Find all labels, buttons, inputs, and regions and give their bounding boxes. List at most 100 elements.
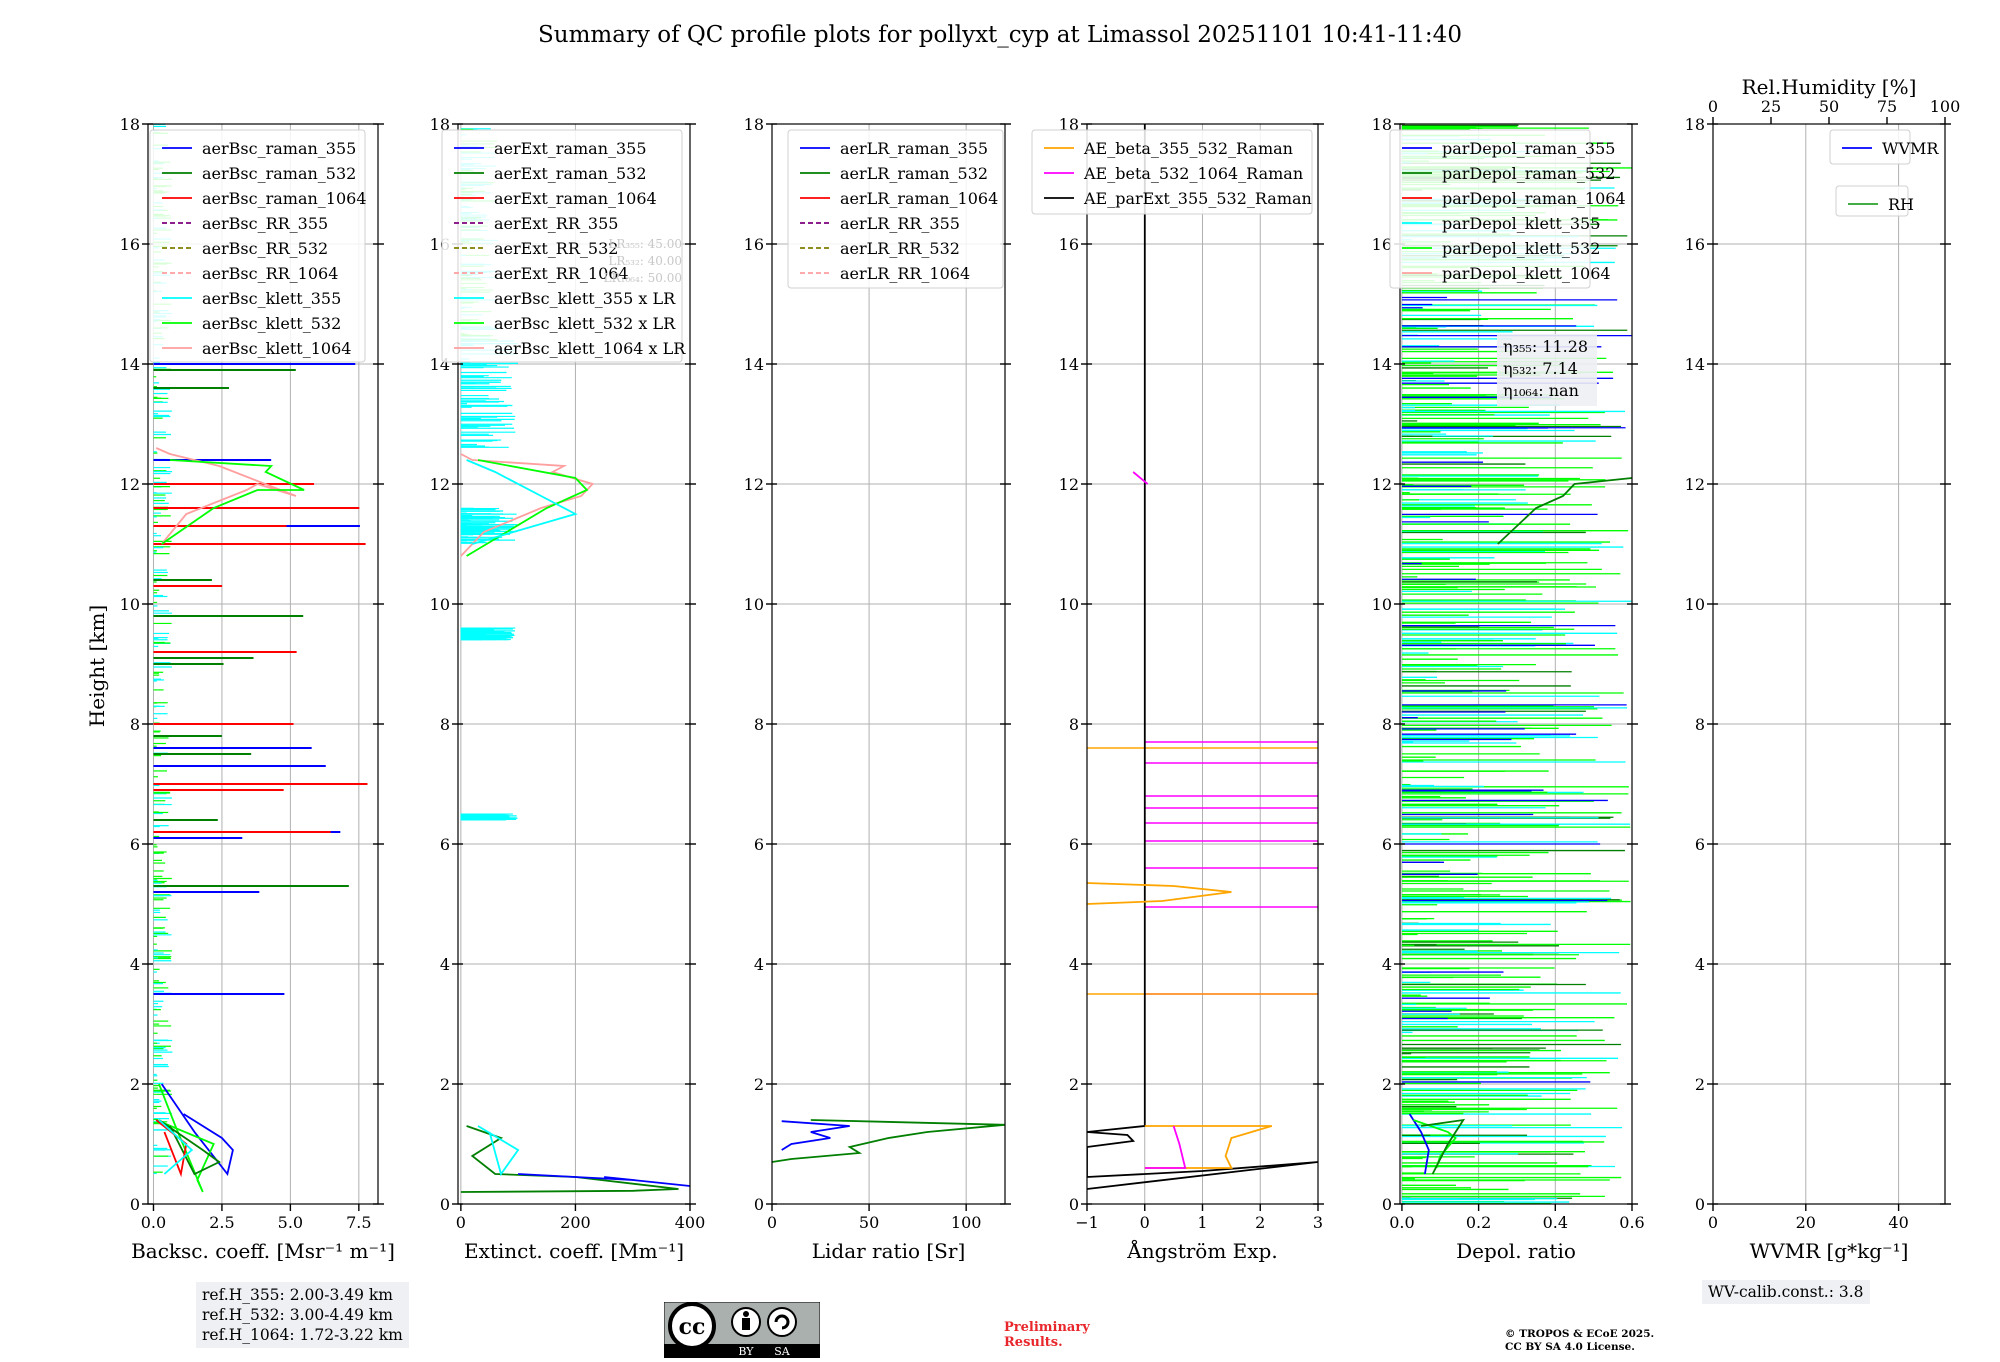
legend-entry: aerBsc_raman_355 bbox=[202, 139, 356, 158]
legend-wvmr: RH bbox=[1835, 185, 1914, 217]
ytick-label-8: 8 bbox=[1695, 715, 1705, 734]
ytick-label-10: 10 bbox=[1685, 595, 1705, 614]
legend-entry: aerBsc_raman_532 bbox=[202, 164, 356, 183]
legend-entry: aerBsc_klett_355 bbox=[202, 289, 341, 308]
legend-box bbox=[1389, 129, 1591, 289]
cc-by-label: BY bbox=[738, 1345, 754, 1358]
series-aerExt_raman_355 bbox=[518, 1173, 690, 1187]
legend-wvmr: WVMR bbox=[1829, 129, 1939, 165]
legend-entry: parDepol_klett_355 bbox=[1442, 214, 1600, 233]
xtick-label: 0.6 bbox=[1619, 1213, 1644, 1232]
legend-entry: parDepol_raman_1064 bbox=[1442, 189, 1626, 208]
legend-entry: aerLR_RR_355 bbox=[840, 214, 960, 233]
ytick-label-8: 8 bbox=[1382, 715, 1392, 734]
figure-title: Summary of QC profile plots for pollyxt_… bbox=[538, 22, 1462, 48]
eta-label: η₃₅₅: 11.28 bbox=[1503, 337, 1588, 356]
xtick-label: 20 bbox=[1796, 1213, 1816, 1232]
axes-frame bbox=[457, 123, 691, 1205]
xtick-label: 0.0 bbox=[1389, 1213, 1414, 1232]
ytick-label-6: 6 bbox=[1069, 835, 1079, 854]
xtick-label: 0.2 bbox=[1466, 1213, 1491, 1232]
panel-backscatter: 0 2 4 6 8 10 12 14 16 18 0.0 2.5 5.0 7.5 Backsc. coeff… bbox=[120, 115, 395, 1263]
axes-frame bbox=[1399, 123, 1633, 1205]
series-aerBsc_klett_1064 x LR bbox=[460, 453, 595, 557]
ytick-label-8: 8 bbox=[754, 715, 764, 734]
legend-entry: aerExt_raman_1064 bbox=[494, 189, 657, 208]
xtick-label: 0 bbox=[767, 1213, 777, 1232]
legend-box bbox=[149, 129, 366, 363]
x-axis-label-angstrom: Ångström Exp. bbox=[1126, 1238, 1277, 1263]
xtick-label: −1 bbox=[1075, 1213, 1099, 1232]
ytick-label-18: 18 bbox=[1059, 115, 1079, 134]
lr-annotation: LR₅₃₂: 40.00 bbox=[608, 254, 682, 268]
legend-entry: aerLR_raman_1064 bbox=[840, 189, 998, 208]
ytick-label-10: 10 bbox=[1372, 595, 1392, 614]
cc-by-sa-badge: cc BY SA bbox=[663, 1301, 821, 1362]
share-alike-icon bbox=[767, 1307, 797, 1337]
legend-entry: aerExt_RR_1064 bbox=[494, 264, 629, 283]
xtick-label: 50 bbox=[859, 1213, 879, 1232]
series-parDepol_raman_355 bbox=[1408, 1113, 1430, 1175]
ytick-label-2: 2 bbox=[1069, 1075, 1079, 1094]
data-depol bbox=[1401, 124, 1632, 1204]
ytick-label-10: 10 bbox=[120, 595, 140, 614]
legend-entry: parDepol_klett_532 bbox=[1442, 239, 1600, 258]
xtick-label: 400 bbox=[675, 1213, 706, 1232]
ytick-label-16: 16 bbox=[1372, 235, 1392, 254]
series-AE_beta_355_532_Raman bbox=[1087, 882, 1232, 905]
ytick-label-14: 14 bbox=[1685, 355, 1705, 374]
legend-entry: parDepol_raman_532 bbox=[1442, 164, 1615, 183]
data-angstrom bbox=[1087, 124, 1318, 1190]
legend-entry: AE_beta_532_1064_Raman bbox=[1083, 164, 1303, 183]
x-axis-label-depol: Depol. ratio bbox=[1456, 1239, 1576, 1263]
legend-entry: aerBsc_RR_532 bbox=[202, 239, 328, 258]
ytick-label-18: 18 bbox=[1372, 115, 1392, 134]
legend-entry: RH bbox=[1888, 195, 1914, 214]
ytick-label-8: 8 bbox=[440, 715, 450, 734]
legend-lidar-ratio: aerLR_raman_355 aerLR_raman_532 aerLR_rama… bbox=[787, 129, 1004, 289]
top-xtick-label: 25 bbox=[1761, 97, 1781, 116]
ytick-label-14: 14 bbox=[1059, 355, 1079, 374]
legend-entry: aerBsc_klett_532 x LR bbox=[494, 314, 676, 333]
legend-entry: aerBsc_klett_1064 bbox=[202, 339, 351, 358]
eta-box: η₃₅₅: 11.28 η₅₃₂: 7.14 η₁₀₆₄: nan bbox=[1497, 334, 1597, 406]
ytick-label-18: 18 bbox=[1685, 115, 1705, 134]
legend-backscatter: aerBsc_raman_355 aerBsc_raman_532 aerBsc_r… bbox=[149, 129, 367, 363]
series-aerBsc_klett_1064 bbox=[155, 447, 297, 545]
ref-height-532: ref.H_532: 3.00-4.49 km bbox=[202, 1306, 393, 1324]
series-parDepol_raman_532 bbox=[1420, 1118, 1466, 1175]
legend-entry: aerLR_raman_532 bbox=[840, 164, 988, 183]
cc-sa-label: SA bbox=[774, 1345, 791, 1358]
legend-box bbox=[441, 129, 683, 363]
legend-entry: aerBsc_klett_1064 x LR bbox=[494, 339, 686, 358]
ytick-label-8: 8 bbox=[130, 715, 140, 734]
legend-entry: aerLR_RR_532 bbox=[840, 239, 960, 258]
legend-entry: aerLR_RR_1064 bbox=[840, 264, 970, 283]
svg-text:cc: cc bbox=[679, 1314, 706, 1340]
series-aerLR_raman_355 bbox=[781, 1120, 850, 1151]
legend-angstrom: AE_beta_355_532_Raman AE_beta_532_1064_Ra… bbox=[1031, 129, 1313, 215]
top-xtick-label: 50 bbox=[1819, 97, 1839, 116]
series-parDepol_klett_532 bbox=[1497, 477, 1632, 545]
ytick-label-4: 4 bbox=[1069, 955, 1079, 974]
legend-entry: AE_beta_355_532_Raman bbox=[1083, 139, 1293, 158]
xtick-label: 1 bbox=[1197, 1213, 1207, 1232]
legend-entry: aerBsc_RR_355 bbox=[202, 214, 328, 233]
reference-height-box: ref.H_355: 2.00-3.49 km ref.H_532: 3.00-… bbox=[196, 1282, 409, 1348]
ytick-label-12: 12 bbox=[744, 475, 764, 494]
xtick-label: 0 bbox=[1140, 1213, 1150, 1232]
ytick-label-12: 12 bbox=[1372, 475, 1392, 494]
lr-annotation: LR₁₀₆₄: 50.00 bbox=[604, 271, 682, 285]
ytick-label-6: 6 bbox=[130, 835, 140, 854]
axes-frame bbox=[147, 123, 379, 1205]
ytick-label-14: 14 bbox=[1372, 355, 1392, 374]
xtick-label: 0 bbox=[456, 1213, 466, 1232]
ytick-label-6: 6 bbox=[440, 835, 450, 854]
legend-entry: aerExt_raman_355 bbox=[494, 139, 647, 158]
preliminary-results-note: Preliminary Results. bbox=[1004, 1320, 1090, 1350]
ytick-label-10: 10 bbox=[430, 595, 450, 614]
ytick-label-16: 16 bbox=[120, 235, 140, 254]
top-xtick-label: 75 bbox=[1877, 97, 1897, 116]
ytick-label-10: 10 bbox=[1059, 595, 1079, 614]
